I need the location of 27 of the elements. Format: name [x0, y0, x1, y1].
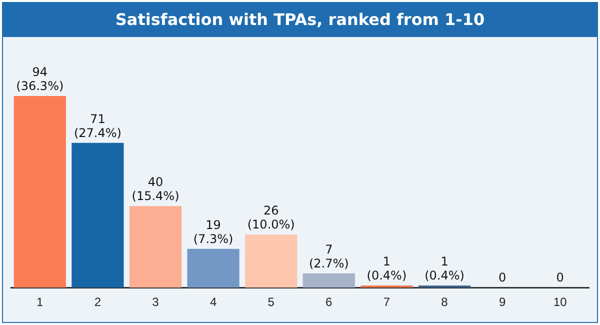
- data-label: 40 (15.4%): [132, 175, 180, 204]
- data-label: 71 (27.4%): [74, 112, 122, 140]
- x-tick-label: 9: [498, 295, 506, 310]
- x-tick-label: 6: [326, 295, 333, 310]
- bar: [72, 142, 124, 288]
- data-label: 26 (10.0%): [247, 204, 295, 232]
- x-tick-label: 1: [36, 295, 44, 310]
- data-label: 1 (0.4%): [424, 254, 464, 283]
- x-tick-label: 3: [152, 295, 160, 310]
- data-label: 0: [556, 270, 564, 285]
- data-label: 1 (0.4%): [366, 254, 407, 283]
- bar: [129, 206, 182, 288]
- x-tick-label: 2: [94, 295, 102, 310]
- data-label: 94 (36.3%): [16, 65, 64, 94]
- chart-title: Satisfaction with TPAs, ranked from 1-10: [3, 3, 597, 37]
- bar: [187, 248, 240, 288]
- x-tick-label: 7: [383, 295, 390, 310]
- x-tick-label: 5: [268, 295, 275, 310]
- data-label: 19 (7.3%): [193, 218, 234, 246]
- bar: [245, 234, 298, 288]
- data-label: 7 (2.7%): [308, 242, 349, 270]
- x-tick-label: 10: [553, 295, 568, 310]
- data-label: 0: [498, 270, 506, 285]
- x-tick-label: 4: [210, 295, 217, 310]
- x-tick-label: 8: [441, 295, 448, 310]
- bar: [302, 273, 355, 288]
- bar: [14, 96, 66, 288]
